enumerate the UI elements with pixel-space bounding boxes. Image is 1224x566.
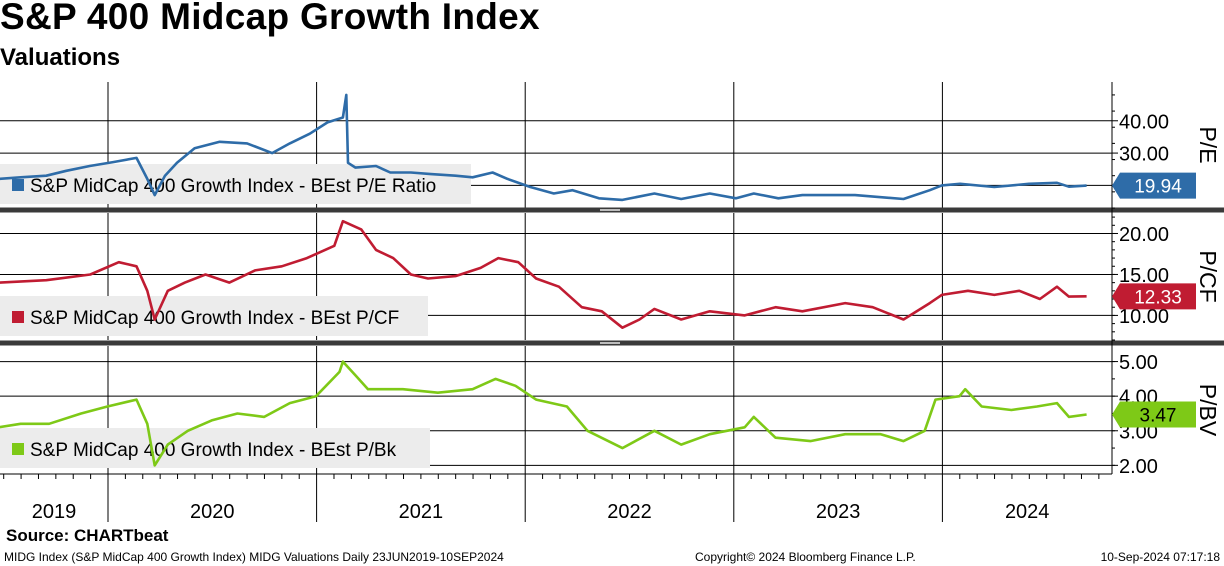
last-value-label: 19.94	[1134, 177, 1182, 198]
legend-box	[0, 428, 430, 468]
last-value-tag	[1112, 283, 1196, 310]
footer-timestamp: 10-Sep-2024 07:17:18	[1100, 550, 1220, 564]
grid-layer	[0, 82, 1112, 474]
footer-ticker-info: MIDG Index (S&P MidCap 400 Growth Index)…	[4, 550, 504, 564]
y-axis-title: P/BV	[1195, 384, 1221, 437]
last-value-label: 3.47	[1140, 405, 1177, 426]
source-note: Source: CHARTbeat	[6, 526, 169, 545]
legend-label: S&P MidCap 400 Growth Index - BEst P/CF	[30, 308, 399, 329]
series-line	[0, 93, 1087, 202]
chart-subtitle: Valuations	[0, 44, 121, 71]
y-tick-label: 30.00	[1119, 144, 1169, 166]
frame-layer	[0, 82, 1224, 475]
footer-copyright: Copyright© 2024 Bloomberg Finance L.P.	[695, 550, 916, 564]
legend-box	[0, 296, 428, 336]
legend-swatch	[12, 311, 24, 323]
legend-swatch	[12, 443, 24, 455]
x-tick-label: 2019	[32, 501, 77, 523]
last-value-label: 12.33	[1134, 287, 1182, 308]
chart-title: S&P 400 Midcap Growth Index	[0, 0, 540, 37]
legend-label: S&P MidCap 400 Growth Index - BEst P/E R…	[30, 176, 436, 197]
panel-separator-grip	[600, 209, 620, 211]
x-tick-label: 2022	[607, 501, 652, 523]
x-tick-label: 2023	[816, 501, 861, 523]
series-line	[0, 219, 1087, 330]
legend-layer: S&P MidCap 400 Growth Index - BEst P/E R…	[0, 164, 471, 468]
y-tick-label: 10.00	[1119, 306, 1169, 328]
series-line	[0, 360, 1087, 467]
legend-swatch	[12, 179, 24, 191]
y-tick-label: 20.00	[1119, 224, 1169, 246]
last-value-tag	[1112, 401, 1196, 428]
panel-separator-grip	[600, 342, 620, 344]
x-tick-label: 2020	[190, 501, 235, 523]
x-tick-label: 2021	[399, 501, 444, 523]
legend-box	[0, 164, 471, 204]
last-value-tag	[1112, 172, 1196, 199]
x-tick-label: 2024	[1005, 501, 1050, 523]
y-tick-label: 40.00	[1119, 111, 1169, 133]
axis-layer: 40.0030.0020.00P/E19.9420.0015.0010.00P/…	[3, 94, 1221, 523]
y-axis-title: P/E	[1195, 126, 1221, 163]
y-tick-label: 15.00	[1119, 265, 1169, 287]
y-tick-label: 5.00	[1119, 352, 1158, 374]
y-tick-label: 2.00	[1119, 456, 1158, 478]
legend-label: S&P MidCap 400 Growth Index - BEst P/Bk	[30, 440, 397, 461]
line-layer	[0, 93, 1087, 467]
y-axis-title: P/CF	[1195, 250, 1221, 302]
